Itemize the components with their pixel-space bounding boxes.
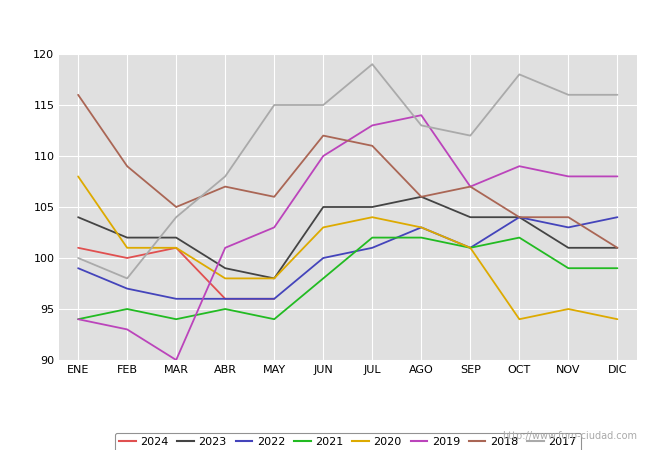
Text: Afiliados en Rioseco de Tapia a 31/5/2024: Afiliados en Rioseco de Tapia a 31/5/202… [152, 14, 498, 33]
Text: http://www.foro-ciudad.com: http://www.foro-ciudad.com [502, 431, 637, 441]
Legend: 2024, 2023, 2022, 2021, 2020, 2019, 2018, 2017: 2024, 2023, 2022, 2021, 2020, 2019, 2018… [114, 433, 581, 450]
